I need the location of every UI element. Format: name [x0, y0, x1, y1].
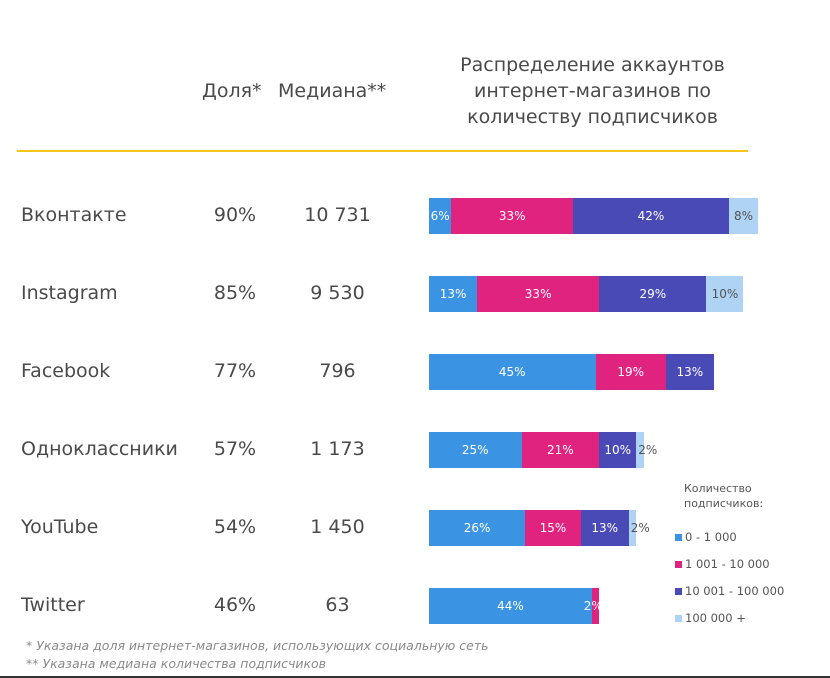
stacked-bar: 6% 33% 42% 8%	[429, 198, 759, 234]
row-median: 9 530	[310, 282, 365, 304]
data-label: 33%	[498, 209, 526, 223]
stacked-bar: 26% 15% 13% 2%	[429, 510, 650, 546]
footnote-share: * Указана доля интернет-магазинов, испол…	[26, 638, 489, 653]
bar-segment-low: 13%	[429, 276, 478, 312]
row-label: Одноклассники	[21, 438, 178, 460]
bar-segment-mid: 33%	[477, 276, 600, 312]
bar-segment-low: 26%	[429, 510, 526, 546]
row-median: 63	[325, 594, 350, 616]
row-label: YouTube	[21, 516, 99, 538]
data-label: 26%	[463, 521, 491, 535]
data-label: 6%	[430, 209, 450, 223]
bar-segment-top: 8%	[728, 198, 759, 234]
legend-swatch-icon	[675, 587, 682, 595]
legend-item: 0 - 1 000	[675, 530, 737, 544]
row-label: Twitter	[21, 594, 85, 616]
bar-segment-high: 13%	[580, 510, 629, 546]
stacked-bar: 44% 2%	[429, 588, 603, 624]
bar-segment-mid: 19%	[595, 354, 666, 390]
legend-swatch-icon	[675, 533, 682, 541]
legend-title-line-1: Количество	[684, 482, 752, 495]
bar-segment-high: 10%	[599, 432, 637, 468]
bottom-border	[0, 676, 830, 678]
bar-segment-high: 42%	[573, 198, 729, 234]
bar-segment-mid: 2%	[584, 588, 603, 624]
bar-segment-low: 44%	[429, 588, 592, 624]
chart-title: Распределение аккаунтов интернет-магазин…	[420, 52, 765, 130]
bar-segment-top: 10%	[706, 276, 744, 312]
data-label: 10%	[711, 287, 739, 301]
stacked-bar: 45% 19% 13%	[429, 354, 714, 390]
data-label: 8%	[733, 209, 753, 223]
bar-segment-mid: 15%	[525, 510, 581, 546]
data-label: 2%	[630, 521, 650, 535]
legend-item-label: 100 000 +	[685, 611, 746, 625]
legend-item-label: 0 - 1 000	[685, 530, 737, 544]
data-label: 25%	[461, 443, 489, 457]
column-header-share: Доля*	[202, 80, 262, 102]
data-label: 10%	[604, 443, 632, 457]
data-label: 2%	[638, 443, 658, 457]
chart-title-line-3: количеству подписчиков	[467, 106, 718, 128]
data-label: 29%	[639, 287, 667, 301]
bar-segment-high: 13%	[665, 354, 714, 390]
bar-segment-mid: 21%	[521, 432, 600, 468]
data-label: 13%	[591, 521, 619, 535]
legend-item: 10 001 - 100 000	[675, 584, 784, 598]
row-label: Instagram	[21, 282, 118, 304]
header-divider	[17, 150, 748, 152]
legend-item: 100 000 +	[675, 611, 746, 625]
bar-segment-top: 2%	[636, 432, 657, 468]
bar-segment-mid: 33%	[451, 198, 574, 234]
row-share: 46%	[213, 594, 257, 616]
data-label: 44%	[497, 599, 524, 613]
data-label: 45%	[498, 365, 526, 379]
row-label: Вконтакте	[21, 204, 127, 226]
footnote-median: ** Указана медиана количества подписчико…	[26, 656, 327, 671]
bar-segment-top: 2%	[628, 510, 650, 546]
data-label: 19%	[617, 365, 644, 379]
row-median: 10 731	[304, 204, 371, 226]
chart-title-line-2: интернет-магазинов по	[473, 80, 711, 102]
data-label: 13%	[676, 365, 704, 379]
bar-segment-low: 6%	[429, 198, 452, 234]
bar-segment-low: 25%	[429, 432, 522, 468]
row-share: 54%	[213, 516, 257, 538]
legend-item: 1 001 - 10 000	[675, 557, 770, 571]
data-label: 42%	[637, 209, 665, 223]
row-label: Facebook	[21, 360, 111, 382]
row-share: 85%	[213, 282, 257, 304]
legend-swatch-icon	[675, 560, 682, 568]
row-median: 796	[319, 360, 356, 382]
stacked-bar: 13% 33% 29% 10%	[429, 276, 744, 312]
legend-title: Количество подписчиков:	[684, 481, 763, 511]
data-label: 15%	[539, 521, 567, 535]
row-median: 1 450	[310, 516, 365, 538]
stacked-bar: 25% 21% 10% 2%	[429, 432, 657, 468]
data-label: 13%	[439, 287, 467, 301]
column-header-median: Медиана**	[278, 80, 387, 102]
bar-segment-high: 29%	[599, 276, 707, 312]
data-label: 2%	[583, 599, 603, 613]
bar-segment-low: 45%	[429, 354, 596, 390]
chart-title-line-1: Распределение аккаунтов	[460, 54, 725, 76]
data-label: 33%	[524, 287, 552, 301]
legend-title-line-2: подписчиков:	[684, 497, 764, 510]
row-share: 77%	[213, 360, 257, 382]
data-label: 21%	[547, 443, 574, 457]
legend-item-label: 1 001 - 10 000	[685, 557, 770, 571]
row-share: 90%	[213, 204, 257, 226]
legend-swatch-icon	[675, 614, 682, 622]
row-share: 57%	[213, 438, 257, 460]
legend-item-label: 10 001 - 100 000	[685, 584, 785, 598]
row-median: 1 173	[310, 438, 365, 460]
